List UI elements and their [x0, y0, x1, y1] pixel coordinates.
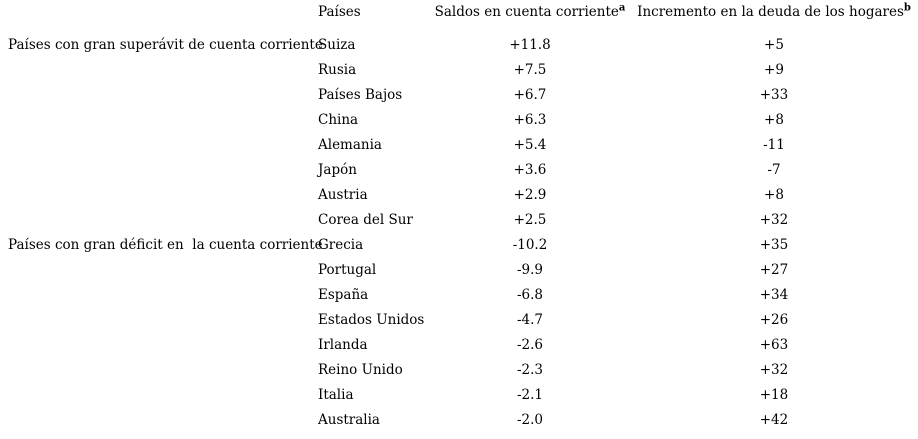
debt-cell: +35: [759, 237, 789, 253]
table-row: Italia -2.1 +18: [8, 383, 918, 408]
table-row: Países Bajos +6.7 +33: [8, 83, 918, 108]
country-cell: Reino Unido: [318, 362, 403, 378]
balance-cell: +2.9: [513, 187, 547, 203]
country-cell: Italia: [318, 387, 354, 403]
table-row: Rusia +7.5 +9: [8, 58, 918, 83]
debt-cell: +42: [759, 412, 789, 428]
table-row: Corea del Sur +2.5 +32: [8, 208, 918, 233]
group-label-surplus: Países con gran superávit de cuenta corr…: [8, 37, 323, 53]
balance-cell: -2.0: [516, 412, 544, 428]
balance-cell: -9.9: [516, 262, 544, 278]
debt-cell: +34: [759, 287, 789, 303]
country-cell: Austria: [318, 187, 368, 203]
header-incremento: Incremento en la deuda de los hogaresb: [630, 0, 918, 33]
debt-cell: -7: [767, 162, 781, 178]
debt-cell: +27: [759, 262, 789, 278]
header-row: Países Saldos en cuenta corrientea Incre…: [8, 0, 918, 33]
country-cell: Grecia: [318, 237, 364, 253]
country-cell: Japón: [318, 162, 357, 178]
table-row: España -6.8 +34: [8, 283, 918, 308]
debt-cell: +63: [759, 337, 789, 353]
balance-cell: -10.2: [512, 237, 548, 253]
table-row: Reino Unido -2.3 +32: [8, 358, 918, 383]
table-row: Australia -2.0 +42: [8, 408, 918, 433]
debt-cell: +5: [764, 37, 784, 53]
debt-cell: +32: [759, 362, 789, 378]
table-row: Austria +2.9 +8: [8, 183, 918, 208]
debt-cell: +9: [764, 62, 784, 78]
header-saldos-label: Saldos en cuenta corriente: [434, 4, 619, 20]
balance-cell: -6.8: [516, 287, 544, 303]
debt-cell: +18: [759, 387, 789, 403]
balance-cell: -2.3: [516, 362, 544, 378]
table-row: Países con gran superávit de cuenta corr…: [8, 33, 918, 58]
country-cell: Suiza: [318, 37, 356, 53]
header-paises: Países: [318, 4, 361, 20]
debt-cell: -11: [763, 137, 785, 153]
country-cell: Australia: [318, 412, 380, 428]
debt-cell: +8: [764, 187, 784, 203]
table-row: Japón +3.6 -7: [8, 158, 918, 183]
country-cell: Corea del Sur: [318, 212, 413, 228]
country-cell: Países Bajos: [318, 87, 403, 103]
balance-cell: +3.6: [513, 162, 547, 178]
balance-cell: +2.5: [513, 212, 547, 228]
balance-cell: +6.7: [513, 87, 547, 103]
balance-cell: -2.6: [516, 337, 544, 353]
debt-cell: +26: [759, 312, 789, 328]
header-incremento-label: Incremento en la deuda de los hogares: [637, 4, 904, 20]
debt-cell: +32: [759, 212, 789, 228]
country-cell: Portugal: [318, 262, 377, 278]
debt-cell: +8: [764, 112, 784, 128]
balance-cell: -4.7: [516, 312, 544, 328]
balance-cell: +5.4: [513, 137, 547, 153]
balance-cell: +7.5: [513, 62, 547, 78]
country-cell: Alemania: [318, 137, 382, 153]
country-cell: China: [318, 112, 359, 128]
balance-cell: -2.1: [516, 387, 544, 403]
table-row: Irlanda -2.6 +63: [8, 333, 918, 358]
balance-cell: +11.8: [509, 37, 551, 53]
country-cell: Rusia: [318, 62, 357, 78]
table-row: Alemania +5.4 -11: [8, 133, 918, 158]
group-label-deficit: Países con gran déficit en la cuenta cor…: [8, 237, 323, 253]
table-row: Estados Unidos -4.7 +26: [8, 308, 918, 333]
header-saldos: Saldos en cuenta corrientea: [430, 0, 630, 33]
country-cell: España: [318, 287, 369, 303]
table-row: Países con gran déficit en la cuenta cor…: [8, 233, 918, 258]
header-group-spacer: [8, 0, 318, 33]
footnote-marker-a: a: [618, 2, 626, 14]
debt-cell: +33: [759, 87, 789, 103]
table-row: Portugal -9.9 +27: [8, 258, 918, 283]
balance-cell: +6.3: [513, 112, 547, 128]
country-cell: Irlanda: [318, 337, 368, 353]
footnote-marker-b: b: [903, 2, 911, 14]
country-cell: Estados Unidos: [318, 312, 425, 328]
table-row: China +6.3 +8: [8, 108, 918, 133]
current-account-table: Países Saldos en cuenta corrientea Incre…: [8, 0, 918, 433]
